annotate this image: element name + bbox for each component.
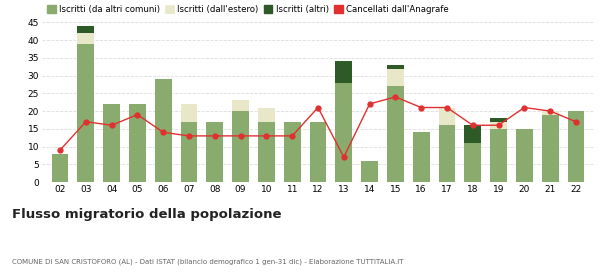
Bar: [77, 44, 94, 182]
Bar: [232, 101, 249, 111]
Bar: [542, 115, 559, 182]
Bar: [361, 161, 378, 182]
Bar: [490, 118, 507, 122]
Bar: [206, 122, 223, 182]
Text: COMUNE DI SAN CRISTOFORO (AL) - Dati ISTAT (bilancio demografico 1 gen-31 dic) -: COMUNE DI SAN CRISTOFORO (AL) - Dati IST…: [12, 258, 404, 265]
Bar: [490, 122, 507, 129]
Bar: [387, 65, 404, 69]
Bar: [516, 129, 533, 182]
Bar: [103, 104, 120, 182]
Bar: [258, 122, 275, 182]
Text: Flusso migratorio della popolazione: Flusso migratorio della popolazione: [12, 208, 281, 221]
Bar: [129, 104, 146, 182]
Bar: [439, 125, 455, 182]
Bar: [77, 33, 94, 44]
Bar: [335, 83, 352, 182]
Bar: [181, 122, 197, 182]
Bar: [413, 132, 430, 182]
Bar: [77, 26, 94, 33]
Legend: Iscritti (da altri comuni), Iscritti (dall'estero), Iscritti (altri), Cancellati: Iscritti (da altri comuni), Iscritti (da…: [46, 4, 450, 15]
Bar: [464, 125, 481, 143]
Bar: [439, 108, 455, 125]
Bar: [155, 79, 172, 182]
Bar: [387, 69, 404, 86]
Bar: [568, 111, 584, 182]
Bar: [310, 122, 326, 182]
Bar: [387, 86, 404, 182]
Bar: [181, 104, 197, 122]
Bar: [284, 122, 301, 182]
Bar: [464, 143, 481, 182]
Bar: [52, 154, 68, 182]
Bar: [232, 111, 249, 182]
Bar: [258, 108, 275, 122]
Bar: [335, 61, 352, 83]
Bar: [490, 129, 507, 182]
Bar: [542, 111, 559, 115]
